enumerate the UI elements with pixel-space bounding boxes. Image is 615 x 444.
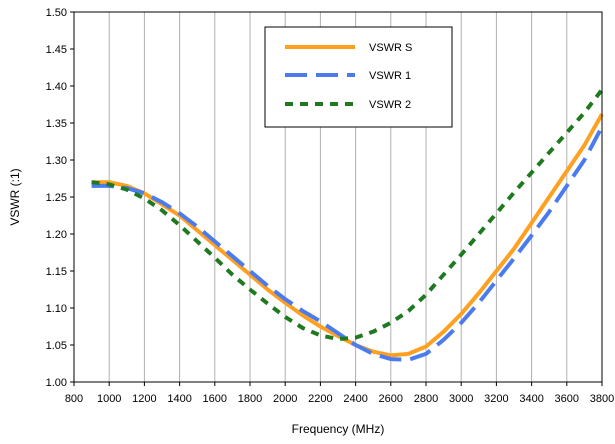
x-tick-label: 1200 xyxy=(132,393,156,405)
x-axis-label: Frequency (MHz) xyxy=(292,422,385,436)
series-lines xyxy=(91,88,604,362)
legend-label: VSWR 1 xyxy=(369,70,411,82)
y-axis-label: VSWR (:1) xyxy=(8,168,22,225)
x-tick-label: 3000 xyxy=(449,393,473,405)
x-tick-label: 800 xyxy=(65,393,83,405)
x-tick-label: 2600 xyxy=(379,393,403,405)
y-tick-label: 1.25 xyxy=(46,192,67,204)
y-tick-label: 1.20 xyxy=(46,229,67,241)
x-tick-label: 1600 xyxy=(203,393,227,405)
y-tick-label: 1.35 xyxy=(46,118,67,130)
x-tick-label: 1800 xyxy=(238,393,262,405)
x-tick-label: 1400 xyxy=(167,393,191,405)
series-line-vswr-s xyxy=(91,113,604,358)
y-tick-label: 1.00 xyxy=(46,377,67,389)
y-axis-ticks: 1.00 1.05 1.10 1.15 1.20 1.25 1.30 1.35 1.40 1.45… xyxy=(46,7,74,389)
y-tick-label: 1.10 xyxy=(46,303,67,315)
legend-label: VSWR 2 xyxy=(369,99,411,111)
y-tick-label: 1.40 xyxy=(46,81,67,93)
x-axis-ticks: 800 1000 1200 1400 1600 1800 2000 2200 2400 2600 2… xyxy=(65,382,614,405)
legend-label: VSWR S xyxy=(369,42,412,54)
legend: VSWR S VSWR 1 VSWR 2 xyxy=(264,26,453,128)
y-tick-label: 1.15 xyxy=(46,266,67,278)
x-tick-label: 2200 xyxy=(308,393,332,405)
y-tick-label: 1.30 xyxy=(46,155,67,167)
x-tick-label: 3800 xyxy=(590,393,614,405)
x-tick-label: 3200 xyxy=(484,393,508,405)
y-tick-label: 1.05 xyxy=(46,340,67,352)
x-tick-label: 2400 xyxy=(343,393,367,405)
x-tick-label: 3600 xyxy=(555,393,579,405)
x-tick-label: 1000 xyxy=(97,393,121,405)
x-tick-label: 2800 xyxy=(414,393,438,405)
series-line-vswr-2 xyxy=(91,88,604,342)
y-tick-label: 1.50 xyxy=(46,7,67,19)
x-tick-label: 2000 xyxy=(273,393,297,405)
y-tick-label: 1.45 xyxy=(46,44,67,56)
x-tick-label: 3400 xyxy=(519,393,543,405)
